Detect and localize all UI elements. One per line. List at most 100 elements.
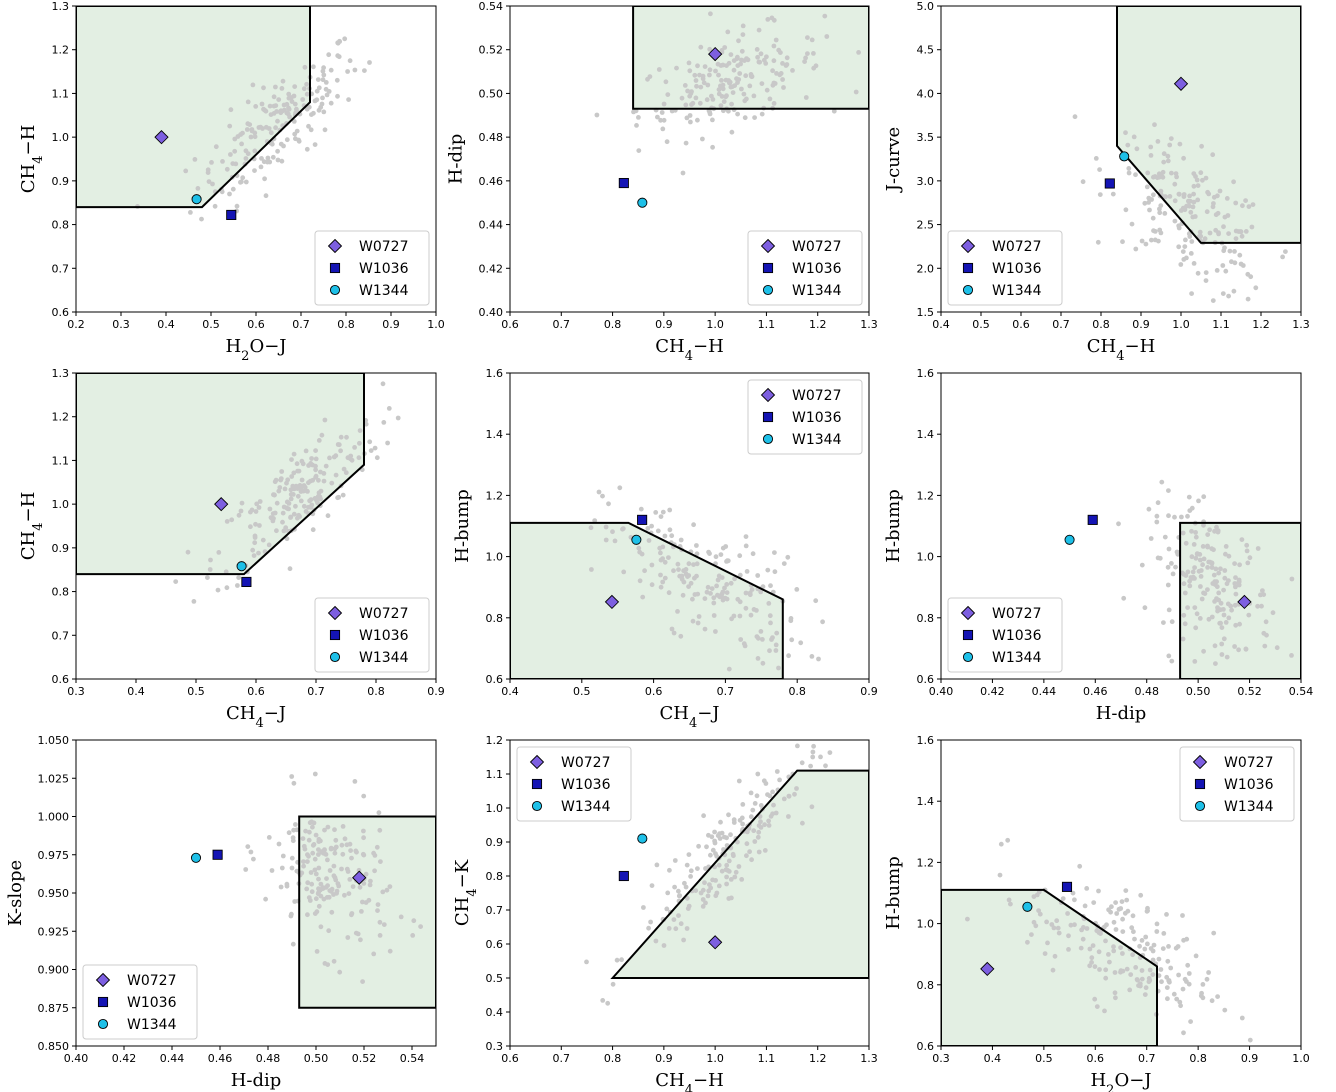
background-point <box>367 882 373 888</box>
background-point <box>728 52 734 57</box>
background-point <box>387 884 393 889</box>
background-point <box>289 474 295 479</box>
x-axis-label: H-dip <box>1096 703 1147 724</box>
background-point <box>309 456 314 461</box>
background-point <box>1219 641 1225 647</box>
background-point <box>737 599 743 605</box>
background-point <box>331 958 337 964</box>
background-point <box>686 573 692 578</box>
background-point <box>771 101 777 106</box>
background-point <box>322 847 327 852</box>
background-point <box>271 94 277 100</box>
background-point <box>691 522 696 528</box>
background-point <box>636 115 641 120</box>
background-point <box>768 620 773 626</box>
background-point <box>759 81 765 86</box>
background-point <box>686 852 692 857</box>
background-point <box>1249 224 1255 230</box>
background-point <box>276 488 282 494</box>
selection-region <box>299 816 436 1008</box>
background-point <box>820 727 825 732</box>
background-point <box>295 468 300 474</box>
background-point <box>1184 936 1190 942</box>
background-point <box>694 561 700 567</box>
background-point <box>724 63 729 68</box>
background-point <box>690 596 695 602</box>
background-point <box>316 890 321 895</box>
background-point <box>361 793 367 799</box>
y-axis-label: H-dip <box>446 134 467 185</box>
scatter-panel-9: 0.3 0.4 0.5 0.6 0.7 0.8 0.9 1.00.60.81.01.21.41… <box>883 734 1310 1092</box>
background-point <box>811 743 816 749</box>
scatter-panel-5: 0.4 0.5 0.6 0.7 0.8 0.90.60.81.01.21.41.6CH4−… <box>452 367 878 731</box>
y-tick-label: 1.0 <box>917 551 935 564</box>
background-point <box>265 155 271 161</box>
background-point <box>301 483 307 488</box>
x-tick-label: 1.1 <box>758 318 776 331</box>
x-axis-label: CH4−J <box>226 703 286 731</box>
background-point <box>252 148 258 154</box>
background-point <box>1130 913 1136 919</box>
background-point <box>853 89 859 95</box>
background-point <box>1111 944 1116 950</box>
background-point <box>1193 625 1199 631</box>
object-point-w0727 <box>1173 76 1189 91</box>
x-tick-label: 0.8 <box>1189 1052 1207 1065</box>
background-point <box>738 637 744 642</box>
background-point <box>1165 564 1171 570</box>
background-point <box>1157 555 1163 561</box>
x-tick-label: 0.7 <box>553 1052 571 1065</box>
background-point <box>1054 918 1060 924</box>
background-point <box>1122 910 1128 916</box>
background-point <box>755 54 760 60</box>
background-point <box>680 170 686 176</box>
legend-label: W0727 <box>359 606 408 622</box>
object-point-w1036 <box>1087 514 1098 525</box>
background-point <box>300 836 306 841</box>
background-point <box>1188 209 1194 215</box>
legend-marker-w0727 <box>95 972 111 988</box>
background-point <box>326 928 332 934</box>
background-point <box>1036 908 1041 913</box>
background-point <box>1120 968 1126 974</box>
background-point <box>1129 221 1135 227</box>
background-point <box>637 549 643 555</box>
background-point <box>1147 207 1152 213</box>
background-point <box>238 508 244 514</box>
background-point <box>357 440 362 446</box>
background-point <box>1139 976 1145 982</box>
background-point <box>199 216 204 222</box>
y-axis: 0.60.70.80.91.01.11.21.3 <box>52 0 76 319</box>
background-point <box>1166 546 1172 552</box>
legend-marker-w1344 <box>962 284 974 296</box>
background-point <box>1113 927 1119 932</box>
background-point <box>357 428 363 433</box>
background-point <box>1187 193 1192 199</box>
background-point <box>818 754 823 760</box>
background-point <box>720 86 726 92</box>
background-point <box>347 58 353 64</box>
background-point <box>1222 214 1228 220</box>
background-point <box>320 95 325 101</box>
background-point <box>1209 546 1215 552</box>
object-point-w1036 <box>241 576 252 588</box>
background-point <box>1192 605 1198 610</box>
background-point <box>1201 522 1206 528</box>
background-point <box>713 629 718 634</box>
background-point <box>1169 619 1175 625</box>
background-point <box>713 68 718 74</box>
y-tick-label: 0.975 <box>38 849 70 862</box>
background-point <box>765 17 771 22</box>
background-point <box>1177 141 1183 147</box>
background-point <box>771 17 777 23</box>
object-point-w1036 <box>637 514 648 525</box>
background-point <box>1139 562 1145 568</box>
legend-label: W0727 <box>127 973 176 989</box>
background-point <box>1205 544 1210 550</box>
background-point <box>1156 956 1162 962</box>
x-tick-label: 0.7 <box>717 685 735 698</box>
background-point <box>690 100 696 106</box>
background-point <box>1239 537 1245 542</box>
background-point <box>228 107 234 113</box>
